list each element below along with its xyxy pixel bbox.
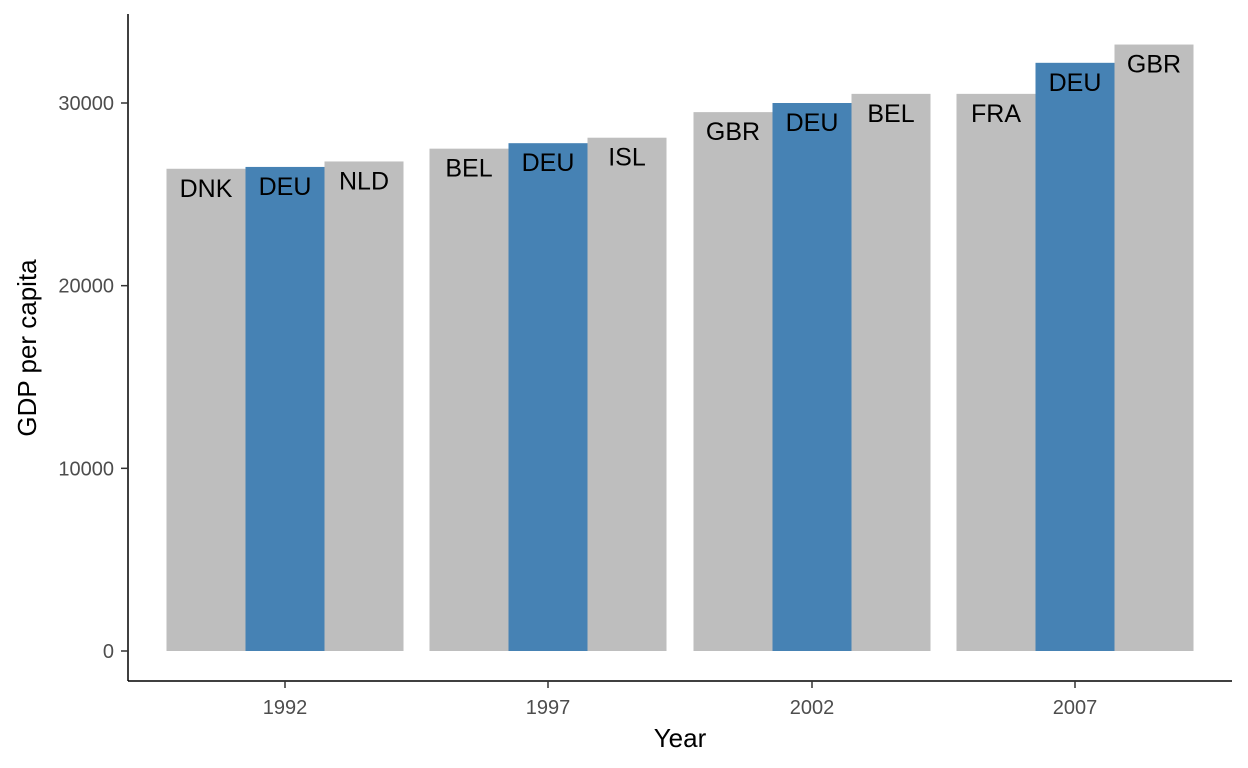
bar-label-1992-dnk: DNK [180,175,233,203]
bar-2007-fra [956,93,1036,651]
y-tick-label-30000: 30000 [58,93,114,115]
bar-label-2002-deu: DEU [786,109,839,137]
bar-2007-deu [1035,62,1115,651]
bar-2002-deu [772,103,852,651]
bar-label-2007-deu: DEU [1049,69,1102,97]
bar-label-1997-deu: DEU [522,149,575,177]
bar-label-2007-fra: FRA [971,100,1021,128]
y-ticks-layer: 0 10000 20000 30000 [58,93,128,663]
bar-1997-bel [429,148,509,651]
bar-1997-isl [587,137,667,651]
x-tick-label-1992: 1992 [263,697,308,719]
x-tick-label-2002: 2002 [790,697,835,719]
bar-label-2007-gbr: GBR [1127,51,1181,79]
bar-1992-dnk [166,168,246,651]
bar-label-1992-nld: NLD [339,167,389,195]
bar-label-2002-bel: BEL [867,100,914,128]
x-tick-label-1997: 1997 [526,697,571,719]
bar-labels-layer: DNK DEU NLD BEL DEU ISL GBR DEU BEL FRA DEU GBR [180,51,1181,203]
bar-label-1997-bel: BEL [445,155,492,183]
bar-1992-deu [245,166,325,651]
x-ticks-layer: 1992 1997 2002 2007 [263,681,1098,719]
bar-label-2002-gbr: GBR [706,118,760,146]
x-tick-label-2007: 2007 [1053,697,1098,719]
y-axis-title: GDP per capita [12,259,42,437]
bar-1997-deu [508,143,588,652]
bar-2002-gbr [693,112,773,652]
x-axis-title: Year [654,723,707,753]
y-tick-label-0: 0 [103,641,114,663]
bar-label-1992-deu: DEU [259,173,312,201]
bar-2007-gbr [1114,44,1194,651]
bar-2002-bel [851,93,931,651]
bar-label-1997-isl: ISL [608,144,646,172]
bars-layer [166,44,1194,652]
bar-1992-nld [324,161,404,651]
y-tick-label-10000: 10000 [58,458,114,480]
y-tick-label-20000: 20000 [58,276,114,298]
